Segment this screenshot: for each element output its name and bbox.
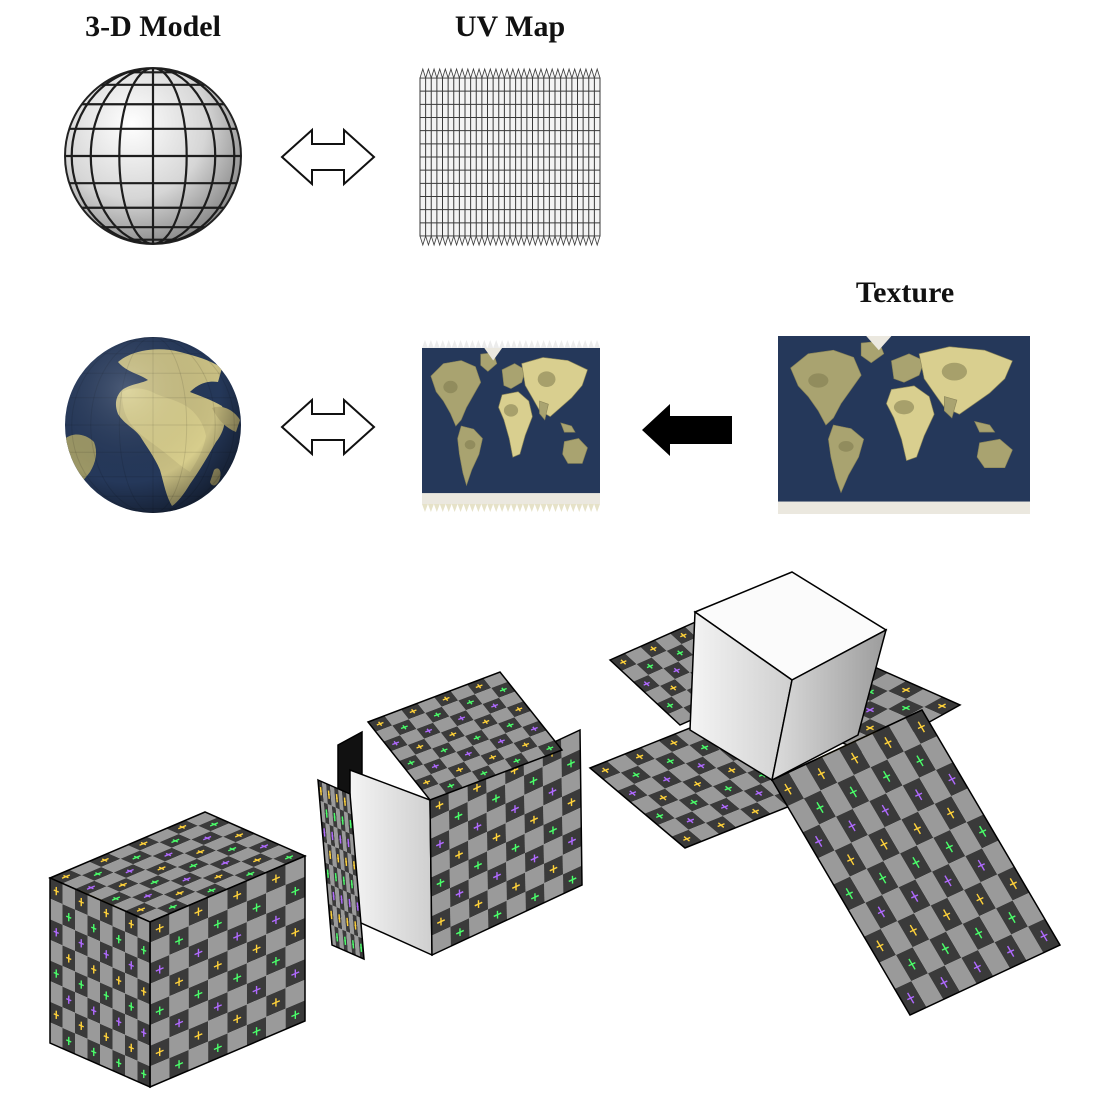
double-arrow-icon — [280, 127, 376, 187]
uv-grid-map — [419, 67, 601, 247]
globe-model — [65, 337, 241, 513]
unwrapped-checker-net — [588, 571, 1062, 1016]
model-label: 3-D Model — [85, 10, 221, 43]
net-seam — [771, 709, 923, 781]
wireframe-sphere — [64, 67, 242, 245]
cube-unwrap-sequence — [48, 571, 1062, 1089]
left-arrow-icon — [642, 404, 732, 456]
cube1-front-face — [149, 854, 306, 1089]
cube1-left-face — [49, 876, 151, 1089]
uv-map-label: UV Map — [455, 10, 565, 43]
cube2-inner-face — [349, 768, 433, 957]
double-arrow-icon — [280, 397, 376, 457]
uv-world-map — [422, 340, 600, 512]
opening-checker-cube — [317, 671, 583, 961]
white-cube-side — [770, 628, 888, 782]
cube2-left-flap — [317, 778, 365, 961]
net-left-flap — [588, 719, 807, 849]
cube1-left-face-checker — [49, 876, 151, 1089]
texture-label: Texture — [856, 276, 954, 309]
texture-image — [778, 336, 1030, 514]
net-bottom-strip — [770, 709, 1062, 1016]
closed-checker-cube — [48, 811, 307, 1089]
cube1-top-face — [48, 811, 307, 923]
cube2-top-flap — [366, 671, 564, 801]
